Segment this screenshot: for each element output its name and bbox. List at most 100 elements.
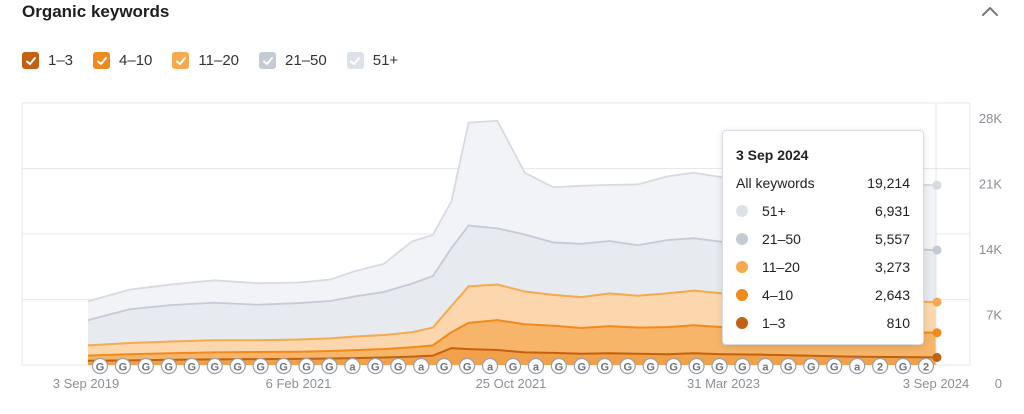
point-21-50 bbox=[932, 245, 942, 255]
chevron-up-icon[interactable] bbox=[978, 0, 1002, 24]
annotation-marker[interactable]: G bbox=[711, 357, 728, 375]
legend-checkbox[interactable] bbox=[259, 52, 277, 69]
annotation-marker[interactable]: G bbox=[91, 357, 109, 375]
check-icon bbox=[96, 56, 107, 65]
annotation-circle bbox=[573, 357, 590, 375]
annotation-marker[interactable]: G bbox=[183, 357, 200, 375]
tooltip-row-value: 5,557 bbox=[874, 231, 910, 247]
annotation-label: G bbox=[325, 362, 334, 374]
annotation-marker[interactable]: G bbox=[596, 357, 613, 375]
annotation-label: G bbox=[578, 362, 587, 374]
tooltip-row-51-plus: 51+ 6,931 bbox=[736, 201, 910, 221]
tooltip-row-value: 2,643 bbox=[874, 287, 910, 303]
annotation-circle bbox=[504, 357, 522, 375]
annotation-marker[interactable]: G bbox=[275, 357, 292, 375]
annotation-label: G bbox=[692, 362, 701, 374]
legend-label: 1–3 bbox=[48, 52, 74, 69]
legend-label: 4–10 bbox=[119, 52, 153, 69]
annotation-label: G bbox=[623, 362, 632, 374]
annotation-marker[interactable]: G bbox=[642, 357, 659, 375]
annotation-marker[interactable]: 2 bbox=[917, 357, 935, 375]
tooltip-dot bbox=[736, 205, 748, 217]
y-tick-label: 21K bbox=[979, 177, 1002, 192]
annotation-marker[interactable]: a bbox=[757, 357, 774, 375]
legend-item-21-50[interactable]: 21–50 bbox=[259, 52, 327, 69]
tooltip-total-value: 19,214 bbox=[867, 175, 910, 191]
annotation-marker[interactable]: G bbox=[826, 357, 843, 375]
annotation-marker[interactable]: 2 bbox=[872, 357, 889, 375]
annotation-marker[interactable]: a bbox=[344, 357, 361, 375]
annotation-label: G bbox=[600, 362, 609, 374]
annotation-marker[interactable]: G bbox=[390, 357, 407, 375]
tooltip-row-label: 1–3 bbox=[762, 315, 786, 331]
annotation-label: a bbox=[762, 362, 769, 374]
legend-item-51-plus[interactable]: 51+ bbox=[346, 52, 398, 69]
annotation-marker[interactable]: G bbox=[321, 357, 338, 375]
annotation-label: a bbox=[533, 362, 540, 374]
annotation-marker[interactable]: G bbox=[252, 357, 269, 375]
annotation-circle bbox=[481, 357, 499, 375]
check-icon bbox=[262, 56, 273, 65]
annotation-marker[interactable]: G bbox=[688, 357, 705, 375]
annotation-marker[interactable]: G bbox=[367, 357, 384, 375]
tooltip-row-value: 3,273 bbox=[874, 259, 910, 275]
annotation-label: G bbox=[96, 362, 105, 374]
tooltip-row-label: 11–20 bbox=[762, 259, 800, 275]
annotation-marker[interactable]: G bbox=[550, 357, 567, 375]
annotation-label: G bbox=[233, 362, 242, 374]
legend-item-11-20[interactable]: 11–20 bbox=[172, 52, 239, 69]
annotation-circle bbox=[826, 357, 843, 375]
annotation-circle bbox=[229, 357, 246, 375]
annotation-marker[interactable]: G bbox=[137, 357, 154, 375]
annotation-marker[interactable]: G bbox=[459, 357, 476, 375]
annotation-marker[interactable]: G bbox=[114, 357, 132, 375]
annotation-marker[interactable]: G bbox=[573, 357, 590, 375]
legend-item-1-3[interactable]: 1–3 bbox=[22, 52, 73, 69]
annotation-circle bbox=[160, 357, 177, 375]
annotation-label: G bbox=[440, 362, 449, 374]
x-tick-label: 3 Sep 2019 bbox=[53, 376, 120, 391]
annotation-label: G bbox=[509, 362, 518, 374]
check-icon bbox=[25, 56, 36, 65]
annotation-circle bbox=[688, 357, 705, 375]
annotation-label: G bbox=[830, 362, 839, 374]
annotation-marker[interactable]: G bbox=[436, 357, 453, 375]
annotation-label: G bbox=[715, 362, 724, 374]
panel-title: Organic keywords bbox=[22, 2, 170, 21]
annotation-marker[interactable]: G bbox=[894, 357, 912, 375]
annotation-circle bbox=[436, 357, 453, 375]
annotation-marker[interactable]: a bbox=[413, 357, 430, 375]
legend-checkbox[interactable] bbox=[346, 52, 364, 69]
legend-checkbox[interactable] bbox=[22, 52, 39, 69]
legend-label: 21–50 bbox=[285, 52, 327, 69]
x-tick-label: 31 Mar 2023 bbox=[687, 376, 760, 391]
legend-checkbox[interactable] bbox=[172, 52, 190, 69]
x-tick-label: 25 Oct 2021 bbox=[476, 376, 547, 391]
annotation-marker[interactable]: G bbox=[206, 357, 223, 375]
annotation-marker[interactable]: G bbox=[229, 357, 246, 375]
annotation-marker[interactable]: G bbox=[504, 357, 522, 375]
annotation-marker[interactable]: G bbox=[619, 357, 636, 375]
check-icon bbox=[175, 56, 186, 65]
annotation-marker[interactable]: G bbox=[803, 357, 820, 375]
annotation-marker[interactable]: G bbox=[665, 357, 682, 375]
annotation-marker[interactable]: G bbox=[734, 357, 751, 375]
annotation-marker[interactable]: G bbox=[780, 357, 797, 375]
annotation-circle bbox=[344, 357, 361, 375]
point-4-10 bbox=[932, 328, 942, 338]
annotation-label: G bbox=[738, 362, 747, 374]
legend-item-4-10[interactable]: 4–10 bbox=[93, 52, 152, 69]
annotation-label: G bbox=[899, 362, 908, 374]
legend-checkbox[interactable] bbox=[93, 52, 111, 69]
annotation-marker[interactable]: G bbox=[160, 357, 177, 375]
annotation-marker[interactable]: a bbox=[527, 357, 545, 375]
chart-legend: 1–3 4–10 11–20 21–50 51+ bbox=[22, 52, 418, 69]
annotation-marker[interactable]: G bbox=[298, 357, 315, 375]
annotation-circle bbox=[527, 357, 545, 375]
annotation-label: G bbox=[142, 362, 151, 374]
tooltip-date: 3 Sep 2024 bbox=[736, 147, 809, 163]
annotation-marker[interactable]: a bbox=[481, 357, 499, 375]
annotation-marker[interactable]: a bbox=[849, 357, 866, 375]
y-tick-label: 14K bbox=[979, 242, 1002, 257]
